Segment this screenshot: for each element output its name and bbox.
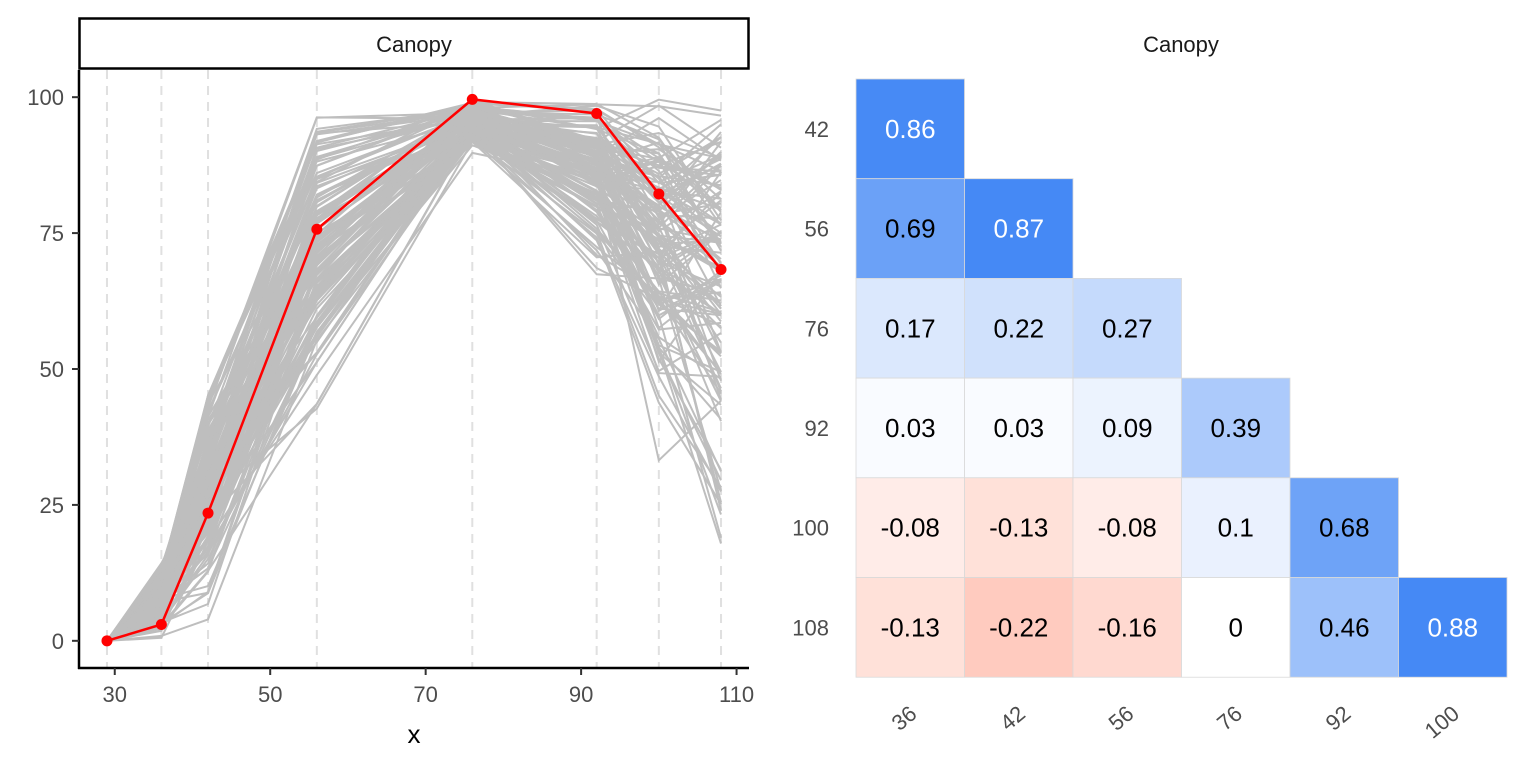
x-tick-label: 30: [103, 682, 127, 707]
y-tick-label: 0: [52, 629, 64, 654]
background-line: [106, 128, 722, 642]
y-tick-label: 25: [40, 493, 64, 518]
y-tick-label: 50: [40, 357, 64, 382]
heatmap-cell-value: -0.16: [1098, 612, 1157, 642]
y-tick-label: 75: [40, 221, 64, 246]
heatmap-cell-value: 0.03: [993, 413, 1044, 443]
x-tick-label: 90: [569, 682, 593, 707]
heatmap-cell: [855, 477, 965, 578]
background-line: [106, 98, 722, 642]
heatmap-cell: [1072, 477, 1182, 578]
heatmap-cell: [1289, 577, 1399, 678]
heatmap-cell-value: 0.46: [1319, 612, 1370, 642]
background-line: [106, 124, 722, 642]
x-axis-title: x: [408, 719, 421, 749]
x-tick-label: 110: [719, 682, 754, 707]
highlight-series: [101, 93, 727, 647]
heatmap-cell: [855, 178, 965, 279]
heatmap-cell-value: 0.39: [1210, 413, 1261, 443]
heatmap-row-label: 92: [805, 416, 829, 441]
background-series-lines: [106, 98, 722, 642]
heatmap-column-label: 92: [1321, 701, 1356, 736]
heatmap-cell-value: 0.17: [885, 313, 936, 343]
heatmap-cell-value: 0.86: [885, 114, 936, 144]
heatmap-row-label: 100: [792, 516, 829, 541]
background-line: [106, 105, 722, 642]
heatmap-cell-value: 0.88: [1427, 612, 1478, 642]
x-axis-ticks: 30 50 70 90 110: [103, 668, 754, 707]
heatmap-cell-value: -0.08: [1098, 513, 1157, 543]
heatmap-cell: [964, 377, 1074, 479]
highlight-point: [591, 107, 603, 119]
background-line: [106, 151, 722, 642]
heatmap-cell: [855, 277, 965, 379]
heatmap-cell-value: 0.03: [885, 413, 936, 443]
heatmap-row-label: 56: [805, 217, 829, 242]
heatmap-cell-value: 0: [1229, 612, 1243, 642]
heatmap-cell-value: -0.08: [881, 513, 940, 543]
highlight-point: [653, 188, 665, 200]
line-chart-panel: Canopy 0 25 50 75 100 30 50 70 90 110 x: [27, 17, 754, 749]
heatmap-column-label: 76: [1212, 701, 1247, 736]
facet-strip-label: Canopy: [376, 32, 452, 57]
heatmap-cell: [1181, 377, 1291, 479]
highlight-point: [101, 635, 113, 647]
x-tick-label: 70: [413, 682, 437, 707]
background-line: [106, 134, 722, 642]
highlight-point: [155, 619, 167, 631]
y-axis-ticks: 0 25 50 75 100: [27, 85, 79, 654]
heatmap-cell-value: -0.13: [989, 513, 1048, 543]
highlight-point: [311, 223, 323, 235]
facet-strip: [78, 17, 750, 70]
heatmap-panel: Canopy 0.860.69 0.870.17 0.22 0.270.03 0.03 0…: [792, 32, 1508, 744]
heatmap-cell: [1289, 477, 1399, 578]
heatmap-cell-value: 0.87: [993, 214, 1044, 244]
heatmap-cell-value: 0.09: [1102, 413, 1153, 443]
heatmap-column-labels: 36 42 56 76 92 100: [887, 701, 1464, 744]
heatmap-cell-value: 0.22: [993, 313, 1044, 343]
heatmap-row-label: 76: [805, 316, 829, 341]
heatmap-cell: [1181, 577, 1291, 678]
heatmap-cell-value: 0.27: [1102, 313, 1153, 343]
heatmap-title: Canopy: [1143, 32, 1219, 57]
heatmap-cell-value: 0.69: [885, 214, 936, 244]
heatmap-cell: [855, 78, 965, 180]
heatmap-column-label: 42: [995, 701, 1030, 736]
heatmap-column-label: 100: [1420, 701, 1464, 744]
heatmap-cell: [855, 577, 965, 678]
highlight-point: [202, 507, 214, 519]
heatmap-row-label: 108: [792, 615, 829, 640]
highlight-point: [466, 93, 478, 105]
heatmap-cell-value: -0.13: [881, 612, 940, 642]
heatmap-cell: [1181, 477, 1291, 578]
heatmap-cell: [855, 377, 965, 479]
heatmap-cell: [964, 178, 1074, 279]
heatmap-cell-value: -0.22: [989, 612, 1048, 642]
x-tick-label: 50: [258, 682, 282, 707]
heatmap-cell-value: 0.1: [1218, 513, 1254, 543]
background-line: [106, 116, 722, 642]
highlight-line: [106, 98, 722, 643]
background-line: [106, 121, 722, 642]
heatmap-column-label: 36: [887, 701, 922, 736]
heatmap-cell: [1072, 277, 1182, 379]
heatmap-cell: [1398, 577, 1508, 678]
highlight-point: [715, 264, 727, 276]
heatmap-row-label: 42: [805, 117, 829, 142]
heatmap-cell: [964, 577, 1074, 678]
heatmap-cells: 0.86 0.69 0.87 0.17 0.22 0.27 0.03 0.03 0.09 0.39…: [855, 78, 1508, 678]
heatmap-cell-value: 0.68: [1319, 513, 1370, 543]
y-tick-label: 100: [27, 85, 64, 110]
heatmap-column-label: 56: [1104, 701, 1139, 736]
heatmap-row-labels: 42 56 76 92 100 108: [792, 117, 829, 640]
